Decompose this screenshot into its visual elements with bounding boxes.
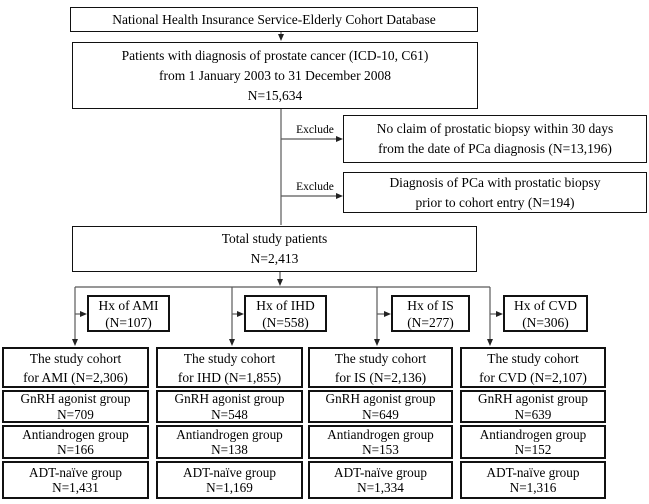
exclusion2-line1: Diagnosis of PCa with prostatic biopsy <box>389 174 601 190</box>
adt-naive-box-is: ADT-naïve group N=1,334 <box>308 461 453 499</box>
gnrh-box-is: GnRH agonist group N=649 <box>308 390 453 423</box>
adt-ihd-count: N=1,169 <box>206 480 253 495</box>
total-label: Total study patients <box>221 231 328 246</box>
hx-ihd-count: (N=558) <box>262 314 309 330</box>
hx-ihd-label: Hx of IHD <box>256 297 315 313</box>
cohort-cvd-line2: for CVD (N=2,107) <box>479 369 587 385</box>
exclude-label-1: Exclude <box>296 124 334 136</box>
antiandrogen-box-ami: Antiandrogen group N=166 <box>2 425 149 459</box>
adt-naive-box-ami: ADT-naïve group N=1,431 <box>2 461 149 499</box>
gnrh-ami-label: GnRH agonist group <box>20 391 131 406</box>
hx-cvd-count: (N=306) <box>522 314 569 330</box>
gnrh-box-ihd: GnRH agonist group N=548 <box>156 390 303 423</box>
adt-cvd-count: N=1,316 <box>509 480 557 495</box>
antiandrogen-box-is: Antiandrogen group N=153 <box>308 425 453 459</box>
hx-box-cvd: Hx of CVD (N=306) <box>503 295 588 332</box>
anti-cvd-label: Antiandrogen group <box>479 426 587 442</box>
diagnosis-count: N=15,634 <box>247 87 303 103</box>
adt-cvd-label: ADT-naïve group <box>486 464 580 480</box>
cohort-ihd-line2: for IHD (N=1,855) <box>177 369 282 385</box>
gnrh-box-cvd: GnRH agonist group N=639 <box>460 390 606 423</box>
gnrh-is-label: GnRH agonist group <box>325 391 436 406</box>
cohort-box-is: The study cohort for IS (N=2,136) <box>308 347 453 388</box>
total-study-patients-box: Total study patients N=2,413 <box>72 226 477 272</box>
cohort-box-ihd: The study cohort for IHD (N=1,855) <box>156 347 303 388</box>
adt-ami-label: ADT-naïve group <box>29 464 122 480</box>
anti-ami-count: N=166 <box>57 442 94 457</box>
exclude-label-2: Exclude <box>296 181 334 193</box>
adt-is-label: ADT-naïve group <box>334 464 427 480</box>
gnrh-ami-count: N=709 <box>57 406 94 422</box>
adt-ihd-label: ADT-naïve group <box>183 464 276 480</box>
antiandrogen-box-cvd: Antiandrogen group N=152 <box>460 425 606 459</box>
exclusion-box-biopsy-claim: No claim of prostatic biopsy within 30 d… <box>343 115 647 163</box>
exclusion1-line1: No claim of prostatic biopsy within 30 d… <box>376 121 614 136</box>
anti-ihd-count: N=138 <box>211 442 248 457</box>
exclusion2-line2: prior to cohort entry (N=194) <box>415 194 575 210</box>
anti-is-count: N=153 <box>362 442 399 457</box>
total-count: N=2,413 <box>250 251 299 266</box>
hx-box-ami: Hx of AMI (N=107) <box>87 295 170 332</box>
adt-naive-box-cvd: ADT-naïve group N=1,316 <box>460 461 606 499</box>
gnrh-ihd-label: GnRH agonist group <box>174 391 285 406</box>
cohort-box-cvd: The study cohort for CVD (N=2,107) <box>460 347 606 388</box>
hx-ami-count: (N=107) <box>105 314 152 330</box>
cohort-ihd-line1: The study cohort <box>183 350 276 366</box>
hx-is-count: (N=277) <box>407 314 454 330</box>
cohort-box-ami: The study cohort for AMI (N=2,306) <box>2 347 149 388</box>
diagnosis-line2: from 1 January 2003 to 31 December 2008 <box>158 67 392 83</box>
antiandrogen-box-ihd: Antiandrogen group N=138 <box>156 425 303 459</box>
adt-ami-count: N=1,431 <box>52 480 99 495</box>
source-database-label: National Health Insurance Service-Elderl… <box>112 11 436 27</box>
cohort-is-line1: The study cohort <box>334 350 427 366</box>
gnrh-cvd-label: GnRH agonist group <box>478 391 588 406</box>
anti-ami-label: Antiandrogen group <box>22 426 129 442</box>
gnrh-is-count: N=649 <box>362 406 399 422</box>
cohort-ami-line1: The study cohort <box>29 350 122 366</box>
anti-ihd-label: Antiandrogen group <box>176 426 283 442</box>
hx-ami-label: Hx of AMI <box>98 297 159 313</box>
exclusion1-line2: from the date of PCa diagnosis (N=13,196… <box>378 141 612 156</box>
cohort-cvd-line1: The study cohort <box>487 350 579 366</box>
diagnosis-box: Patients with diagnosis of prostate canc… <box>72 42 478 109</box>
anti-is-label: Antiandrogen group <box>327 426 434 442</box>
gnrh-box-ami: GnRH agonist group N=709 <box>2 390 149 423</box>
cohort-ami-line2: for AMI (N=2,306) <box>23 369 128 385</box>
cohort-is-line2: for IS (N=2,136) <box>334 369 427 385</box>
anti-cvd-count: N=152 <box>514 442 552 457</box>
gnrh-cvd-count: N=639 <box>514 406 552 422</box>
hx-is-label: Hx of IS <box>407 297 454 313</box>
hx-box-is: Hx of IS (N=277) <box>391 295 470 332</box>
gnrh-ihd-count: N=548 <box>211 406 248 422</box>
adt-is-count: N=1,334 <box>357 480 404 495</box>
adt-naive-box-ihd: ADT-naïve group N=1,169 <box>156 461 303 499</box>
source-database-box: National Health Insurance Service-Elderl… <box>70 7 478 32</box>
diagnosis-line1: Patients with diagnosis of prostate canc… <box>121 47 429 63</box>
hx-box-ihd: Hx of IHD (N=558) <box>244 295 327 332</box>
exclusion-box-prior-biopsy: Diagnosis of PCa with prostatic biopsy p… <box>343 172 647 213</box>
hx-cvd-label: Hx of CVD <box>514 297 577 313</box>
